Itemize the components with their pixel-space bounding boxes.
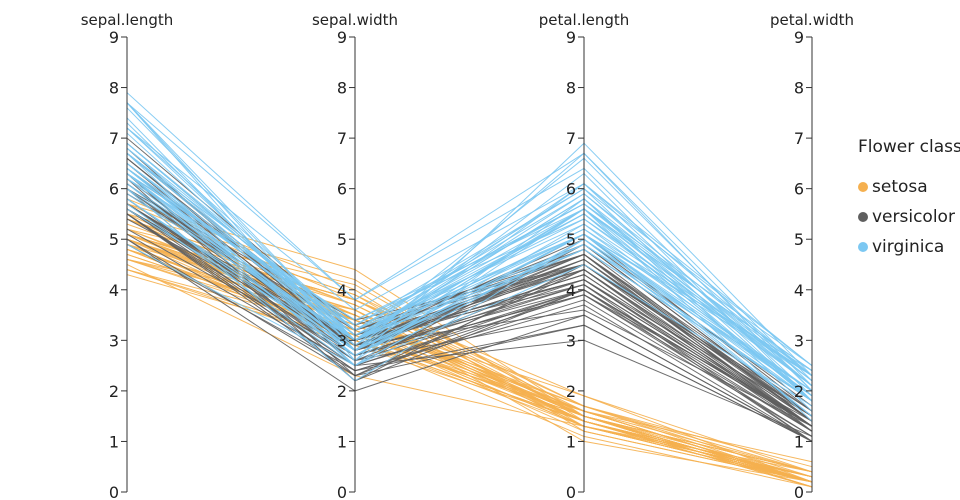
axis-title: petal.length <box>539 11 630 29</box>
legend-item-versicolor[interactable]: versicolor <box>858 207 955 227</box>
tick-label: 1 <box>794 432 804 451</box>
tick-label: 6 <box>109 180 119 199</box>
tick-label: 9 <box>794 28 804 47</box>
legend-marker-setosa <box>858 182 868 192</box>
axis-title: sepal.width <box>312 11 398 29</box>
tick-label: 0 <box>794 483 804 500</box>
tick-label: 8 <box>109 79 119 98</box>
tick-label: 7 <box>794 129 804 148</box>
tick-label: 2 <box>566 382 576 401</box>
legend-label-virginica: virginica <box>872 237 944 257</box>
tick-label: 9 <box>337 28 347 47</box>
tick-label: 4 <box>337 281 347 300</box>
tick-label: 6 <box>566 180 576 199</box>
tick-label: 5 <box>337 230 347 249</box>
tick-label: 7 <box>566 129 576 148</box>
legend-label-setosa: setosa <box>872 177 928 197</box>
line-virginica-9 <box>126 127 813 366</box>
line-virginica-44 <box>126 152 813 367</box>
line-virginica-40 <box>126 152 813 372</box>
tick-label: 8 <box>794 79 804 98</box>
line-virginica-42 <box>126 198 813 397</box>
line-virginica-19 <box>126 188 813 417</box>
tick-label: 5 <box>109 230 119 249</box>
tick-label: 3 <box>566 331 576 350</box>
tick-label: 4 <box>109 281 119 300</box>
data-lines <box>126 92 813 488</box>
legend-marker-versicolor <box>858 212 868 222</box>
tick-label: 7 <box>337 129 347 148</box>
line-virginica-17 <box>126 102 813 382</box>
tick-label: 1 <box>109 432 119 451</box>
axes: 0123456789sepal.length0123456789sepal.wi… <box>81 11 854 500</box>
tick-label: 5 <box>566 230 576 249</box>
tick-label: 0 <box>109 483 119 500</box>
tick-label: 0 <box>337 483 347 500</box>
line-virginica-6 <box>126 243 813 407</box>
legend-item-setosa[interactable]: setosa <box>858 177 928 197</box>
line-virginica-47 <box>126 163 813 392</box>
tick-label: 6 <box>794 180 804 199</box>
tick-label: 3 <box>109 331 119 350</box>
tick-label: 6 <box>337 180 347 199</box>
tick-label: 2 <box>109 382 119 401</box>
line-virginica-22 <box>126 102 813 392</box>
axis-title: petal.width <box>770 11 854 29</box>
tick-label: 5 <box>794 230 804 249</box>
tick-label: 2 <box>794 382 804 401</box>
tick-label: 0 <box>566 483 576 500</box>
legend-title: Flower class <box>858 137 960 157</box>
legend-label-versicolor: versicolor <box>872 207 955 227</box>
line-virginica-48 <box>126 178 813 377</box>
legend-marker-virginica <box>858 242 868 252</box>
line-versicolor-43 <box>126 238 813 442</box>
legend-item-virginica[interactable]: virginica <box>858 237 944 257</box>
tick-label: 3 <box>337 331 347 350</box>
tick-label: 9 <box>566 28 576 47</box>
line-versicolor-48 <box>126 233 813 437</box>
line-virginica-49 <box>126 193 813 402</box>
line-versicolor-31 <box>126 213 813 442</box>
tick-label: 4 <box>566 281 576 300</box>
tick-label: 1 <box>566 432 576 451</box>
line-virginica-43 <box>126 147 813 377</box>
tick-label: 8 <box>566 79 576 98</box>
axis-title: sepal.length <box>81 11 174 29</box>
tick-label: 4 <box>794 281 804 300</box>
tick-label: 2 <box>337 382 347 401</box>
line-virginica-32 <box>126 168 813 382</box>
tick-label: 9 <box>109 28 119 47</box>
tick-label: 3 <box>794 331 804 350</box>
line-versicolor-39 <box>126 213 813 427</box>
tick-label: 8 <box>337 79 347 98</box>
tick-label: 7 <box>109 129 119 148</box>
legend: Flower class setosa versicolor virginica <box>858 137 960 257</box>
tick-label: 1 <box>337 432 347 451</box>
